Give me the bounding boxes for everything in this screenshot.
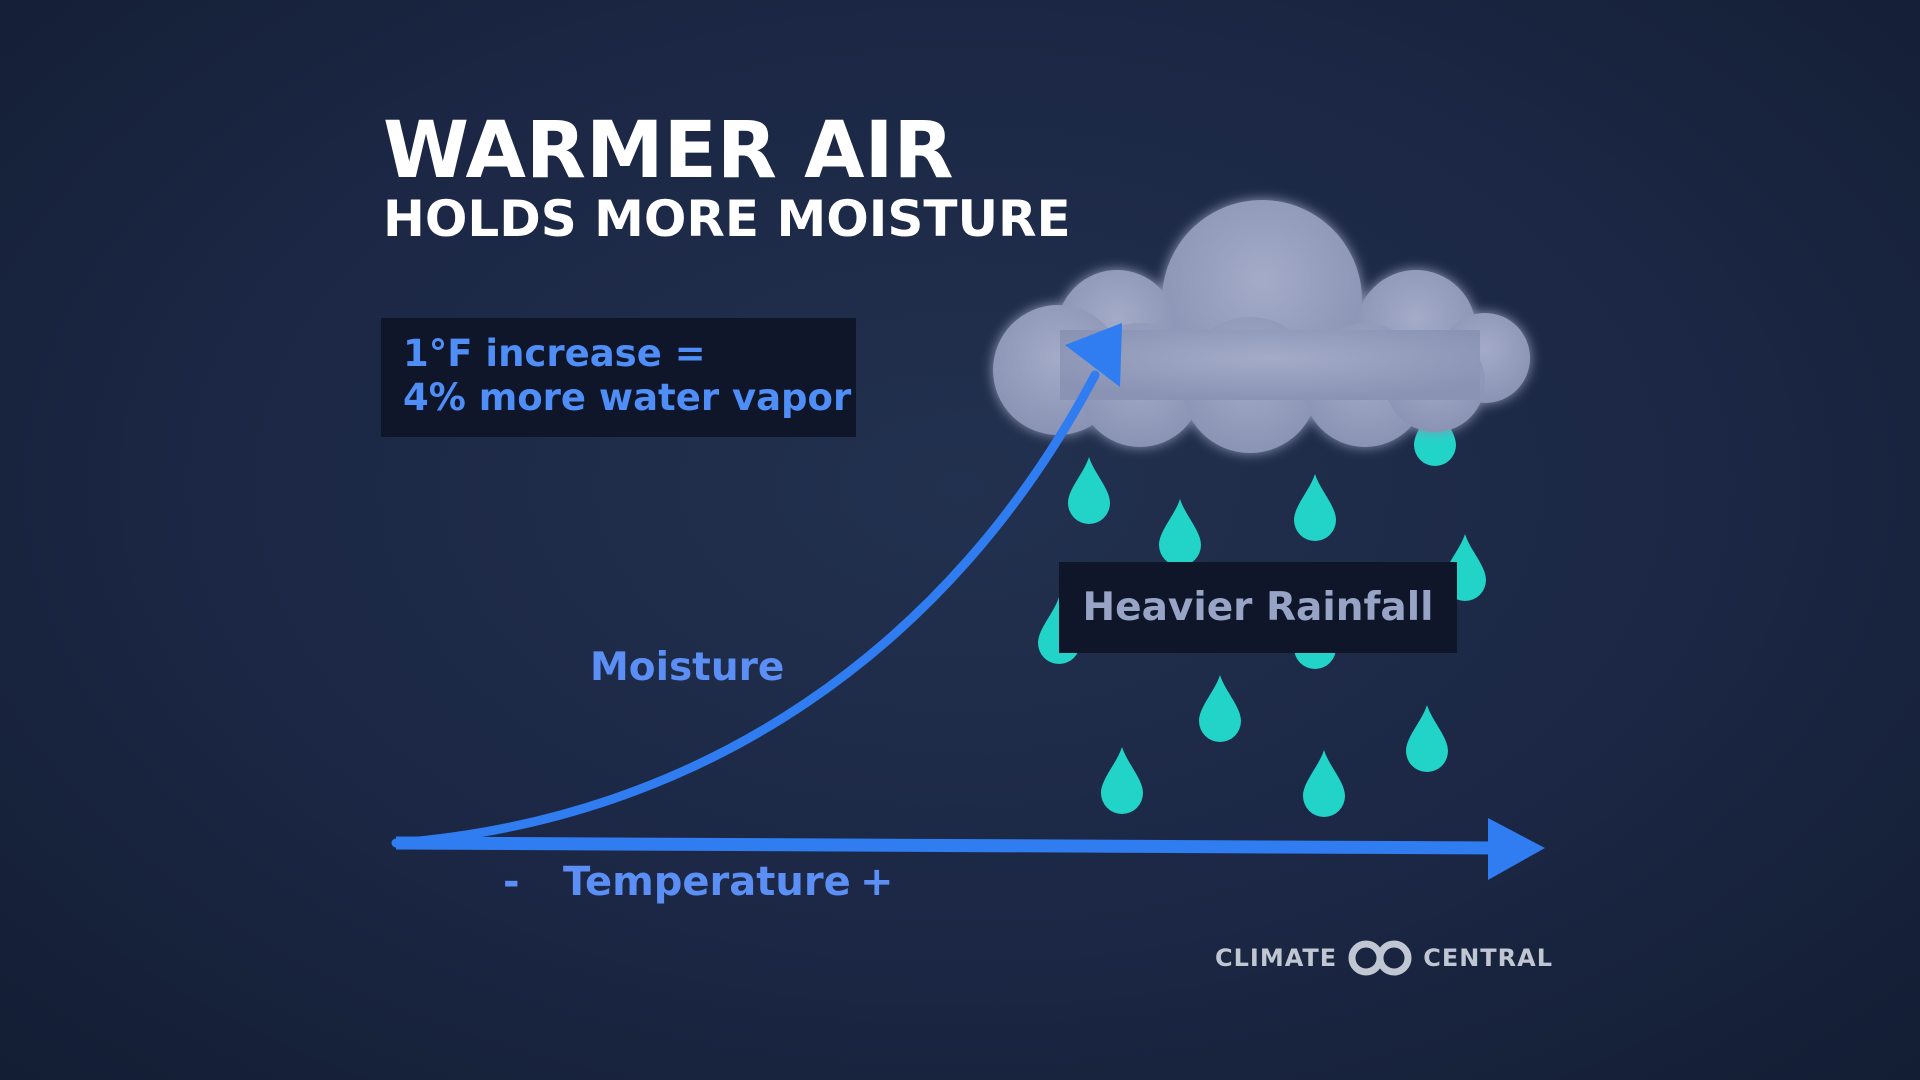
moisture-label: Moisture — [590, 645, 785, 690]
page-subtitle: HOLDS MORE MOISTURE — [383, 190, 1071, 248]
brand-left-text: CLIMATE — [1215, 944, 1338, 972]
raindrop-icon — [1406, 705, 1448, 772]
heavier-rainfall-box: Heavier Rainfall — [1059, 562, 1457, 653]
raindrop-icon — [1303, 750, 1345, 817]
heavier-rainfall-label: Heavier Rainfall — [1082, 585, 1434, 630]
raindrop-icon — [1199, 675, 1241, 742]
brand-right-text: CENTRAL — [1423, 944, 1554, 972]
cloud-icon — [993, 200, 1530, 453]
temperature-minus-label: - — [503, 859, 520, 905]
raindrop-icon — [1068, 457, 1110, 524]
moisture-curve-arrow — [391, 323, 1122, 848]
interlocking-rings-icon — [1348, 940, 1412, 976]
raindrop-icon — [1294, 474, 1336, 541]
fact-line-1: 1°F increase = — [403, 332, 706, 375]
page-title: WARMER AIR — [383, 106, 954, 196]
brand-logo: CLIMATE CENTRAL — [1215, 938, 1553, 978]
fact-box: 1°F increase = 4% more water vapor — [381, 318, 856, 437]
temperature-axis-arrow — [395, 818, 1545, 880]
raindrop-icon — [1101, 747, 1143, 814]
raindrop-icon — [1159, 499, 1201, 566]
temperature-plus-label: + — [860, 859, 894, 905]
fact-line-2: 4% more water vapor — [403, 376, 852, 419]
temperature-label: Temperature — [563, 859, 851, 905]
